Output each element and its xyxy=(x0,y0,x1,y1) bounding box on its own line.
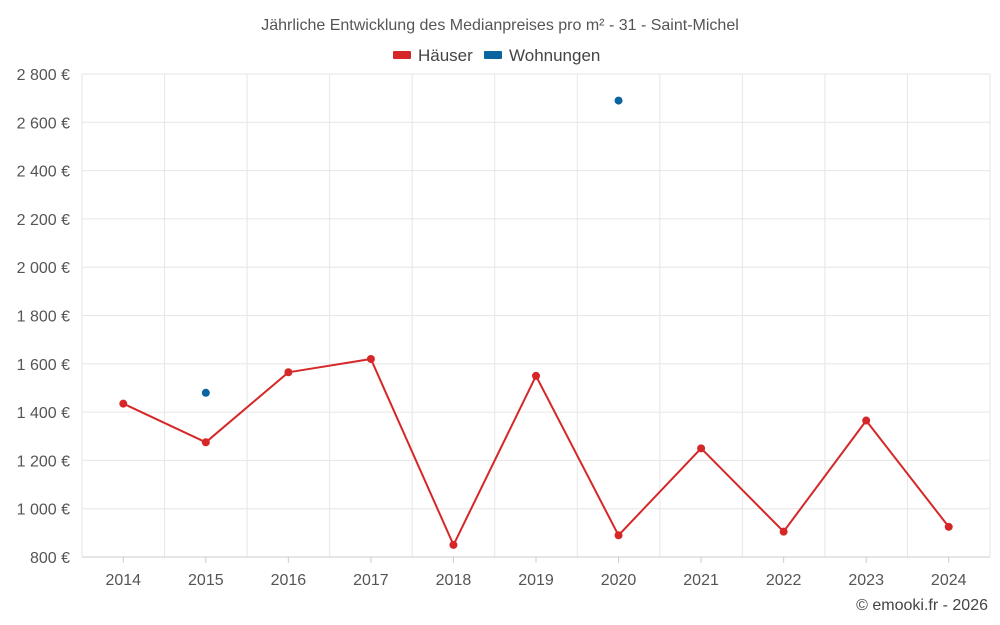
x-tick-label: 2016 xyxy=(271,572,307,589)
x-tick-label: 2018 xyxy=(436,572,472,589)
data-point-wohnungen[interactable] xyxy=(614,96,623,105)
x-tick-label: 2022 xyxy=(766,572,802,589)
x-tick-label: 2023 xyxy=(848,572,884,589)
data-point-haeuser[interactable] xyxy=(284,368,293,377)
data-point-haeuser[interactable] xyxy=(614,531,623,540)
y-tick-label: 1 200 € xyxy=(17,453,70,470)
data-point-haeuser[interactable] xyxy=(697,444,706,453)
y-tick-label: 1 400 € xyxy=(17,405,70,422)
legend-label-wohnungen: Wohnungen xyxy=(509,46,600,65)
x-tick-label: 2019 xyxy=(518,572,554,589)
y-tick-label: 1 600 € xyxy=(17,357,70,374)
credit-text: © emooki.fr - 2026 xyxy=(856,597,988,614)
series xyxy=(119,96,953,549)
y-tick-label: 2 600 € xyxy=(17,115,70,132)
series-haeuser xyxy=(119,354,953,549)
legend-label-haeuser: Häuser xyxy=(418,46,473,65)
legend-item-haeuser[interactable]: Häuser xyxy=(393,46,473,65)
data-point-haeuser[interactable] xyxy=(862,416,871,425)
x-tick-label: 2015 xyxy=(188,572,224,589)
x-tick-label: 2020 xyxy=(601,572,637,589)
y-tick-label: 1 800 € xyxy=(17,309,70,326)
data-point-haeuser[interactable] xyxy=(449,540,458,549)
y-tick-label: 2 800 € xyxy=(17,67,70,84)
data-point-haeuser[interactable] xyxy=(366,354,375,363)
y-tick-label: 1 000 € xyxy=(17,502,70,519)
data-point-haeuser[interactable] xyxy=(779,527,788,536)
y-tick-label: 800 € xyxy=(30,550,70,567)
data-point-haeuser[interactable] xyxy=(944,522,953,531)
gridlines xyxy=(81,73,991,557)
y-tick-label: 2 400 € xyxy=(17,164,70,181)
legend-item-wohnungen[interactable]: Wohnungen xyxy=(484,46,600,65)
axes: 800 € 1 000 € 1 200 € 1 400 € 1 600 € 1 800 €… xyxy=(17,67,990,589)
x-tick-label: 2014 xyxy=(105,572,141,589)
data-point-haeuser[interactable] xyxy=(119,399,128,408)
legend: Häuser Wohnungen xyxy=(393,46,600,65)
x-tick-label: 2024 xyxy=(931,572,967,589)
legend-swatch-haeuser xyxy=(393,51,411,59)
data-point-haeuser[interactable] xyxy=(201,438,210,447)
data-point-haeuser[interactable] xyxy=(532,371,540,380)
x-tick-label: 2017 xyxy=(353,572,389,589)
legend-swatch-wohnungen xyxy=(484,51,502,59)
x-tick-label: 2021 xyxy=(683,572,719,589)
y-tick-label: 2 000 € xyxy=(17,260,70,277)
y-tick-label: 2 200 € xyxy=(17,212,70,229)
data-point-wohnungen[interactable] xyxy=(201,388,210,397)
chart-title: Jährliche Entwicklung des Medianpreises … xyxy=(261,17,739,34)
series-wohnungen xyxy=(201,96,623,397)
